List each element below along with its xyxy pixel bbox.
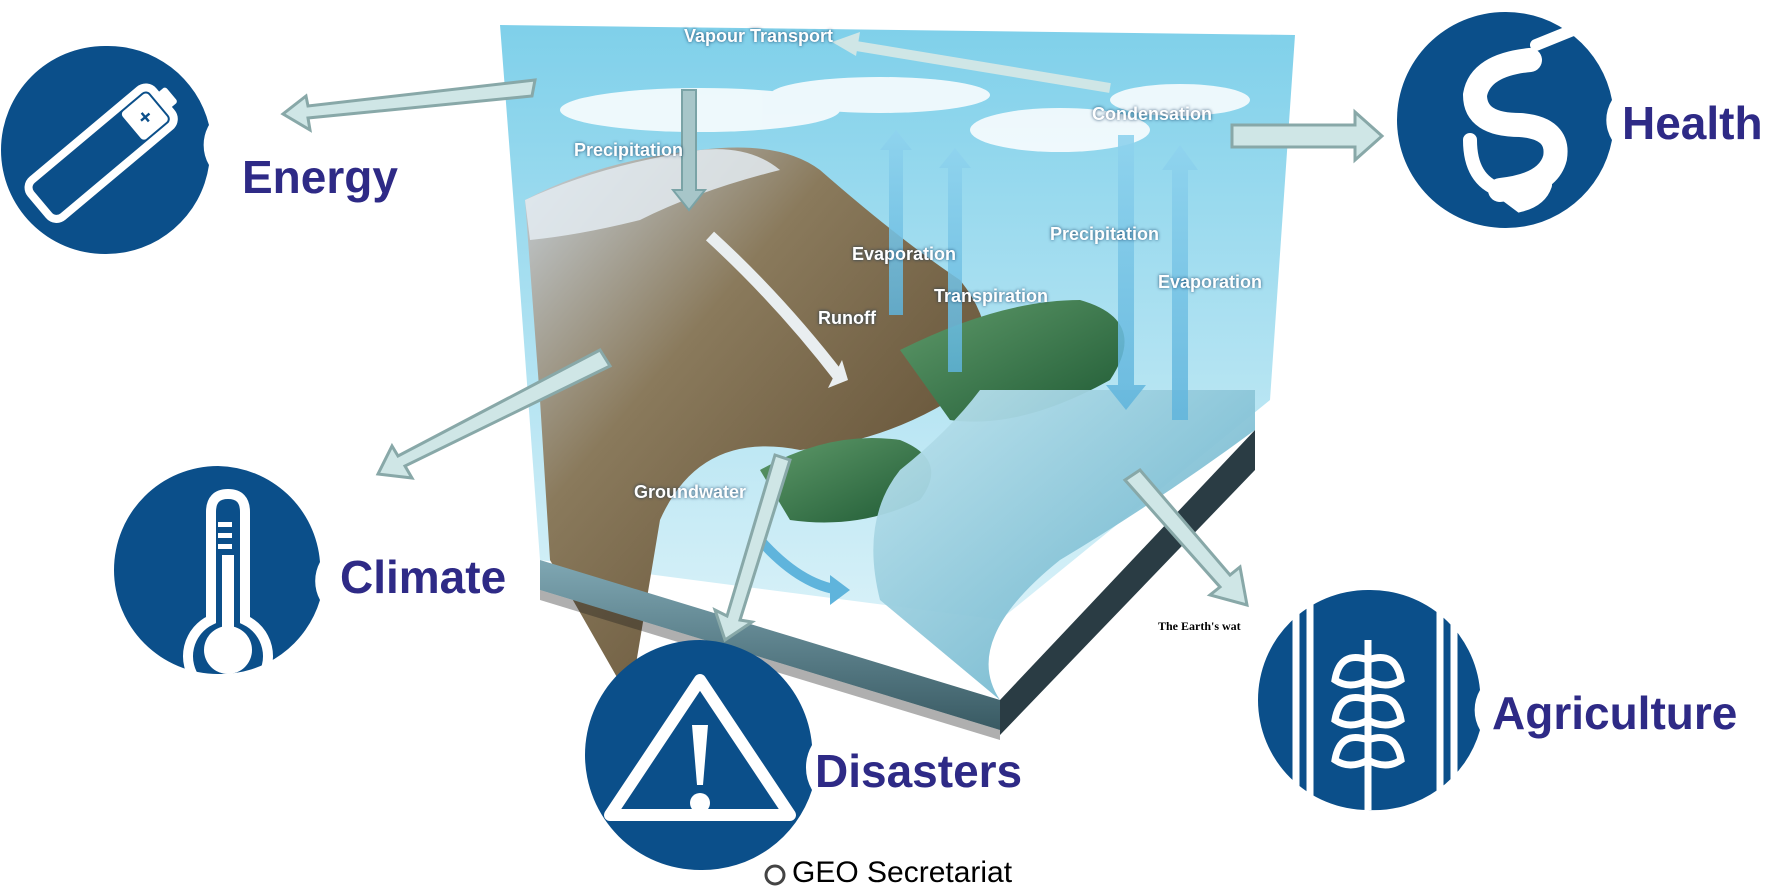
warning-icon: [604, 674, 796, 821]
label-evaporation-right: Evaporation: [1158, 272, 1263, 292]
disasters-icon-badge: [585, 640, 812, 871]
clouds: [560, 77, 1250, 152]
label-vapour-transport: Vapour Transport: [684, 26, 834, 46]
climate-icon-badge: [114, 466, 320, 702]
label-condensation: Condensation: [1092, 104, 1212, 124]
label-runoff: Runoff: [818, 308, 876, 328]
diagram-caption: The Earth's wat: [1158, 619, 1241, 633]
bullet-icon: [764, 864, 786, 886]
label-precipitation-right: Precipitation: [1050, 224, 1160, 244]
sector-arrows: [280, 78, 1385, 643]
caduceus-icon: [1462, 22, 1584, 213]
label-groundwater: Groundwater: [634, 482, 747, 502]
label-climate: Climate: [340, 551, 507, 603]
health-icon-badge: [1397, 11, 1612, 229]
battery-icon: +: [24, 83, 178, 223]
footer-text: GEO Secretariat: [792, 856, 1013, 889]
label-health: Health: [1622, 97, 1763, 149]
energy-icon-badge: +: [1, 45, 209, 255]
label-precipitation-left: Precipitation: [574, 140, 684, 160]
thermometer-icon: [183, 488, 273, 702]
cycle-arrows: [670, 32, 1198, 605]
agriculture-icon-badge: [1258, 589, 1480, 811]
label-energy: Energy: [242, 151, 398, 203]
label-disasters: Disasters: [815, 745, 1023, 797]
wheat-icon: [1292, 600, 1458, 810]
label-evaporation-center: Evaporation: [852, 244, 957, 264]
label-agriculture: Agriculture: [1492, 687, 1738, 739]
label-transpiration: Transpiration: [934, 286, 1049, 306]
